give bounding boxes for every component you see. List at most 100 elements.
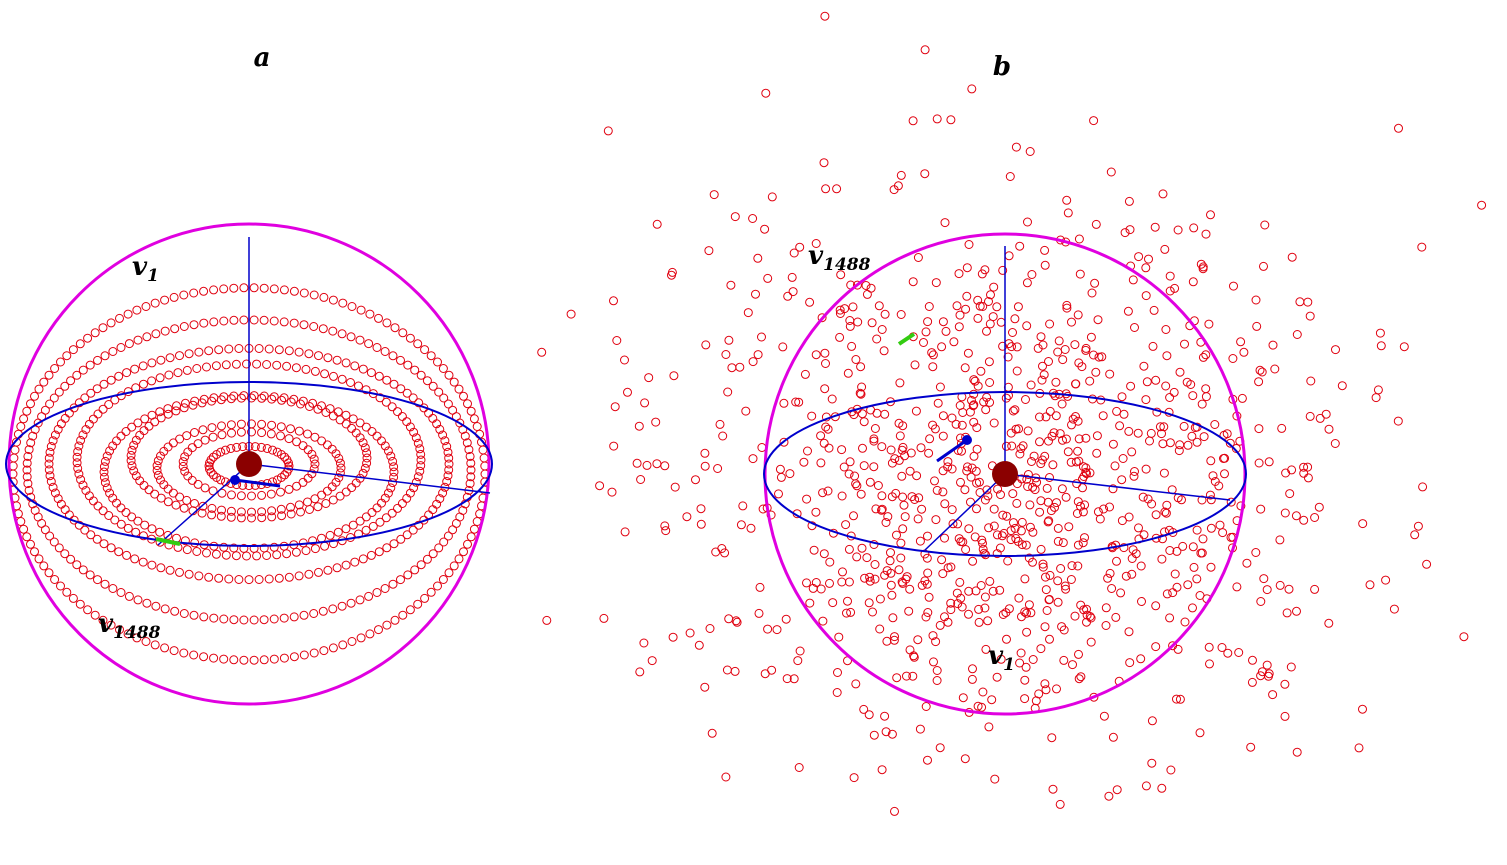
panel-b-point xyxy=(1252,321,1262,331)
panel-b-point xyxy=(783,291,793,301)
panel-a-point xyxy=(239,283,249,293)
panel-b-label: b xyxy=(993,52,1011,82)
panel-b-point xyxy=(717,544,727,553)
panel-b-point xyxy=(1086,332,1096,342)
panel-a-point xyxy=(358,438,368,448)
panel-b-point xyxy=(1067,317,1076,327)
panel-b-point xyxy=(982,485,992,495)
panel-a-point xyxy=(147,524,157,534)
panel-a-point xyxy=(156,493,166,503)
panel-b-point xyxy=(1280,679,1290,689)
panel-b-point xyxy=(1220,469,1229,479)
panel-b-point xyxy=(1259,574,1269,584)
panel-a-point xyxy=(24,445,34,455)
panel-a-point xyxy=(122,368,132,378)
panel-a-point xyxy=(178,461,188,471)
panel-a-point xyxy=(50,364,60,373)
panel-b-point xyxy=(971,586,981,596)
panel-b-point xyxy=(905,466,915,476)
panel-b-point xyxy=(1134,252,1144,262)
panel-b-point xyxy=(795,646,805,656)
panel-a-point xyxy=(22,406,32,416)
panel-a-point xyxy=(442,477,452,486)
panel-a-point xyxy=(130,364,140,374)
panel-b-start-label: v1 xyxy=(988,641,1015,675)
panel-a-point xyxy=(372,431,382,441)
panel-b-point xyxy=(984,297,993,306)
panel-b-point xyxy=(701,340,711,350)
panel-b-point xyxy=(1210,420,1220,429)
panel-a-point xyxy=(129,440,139,450)
panel-b-point xyxy=(1268,690,1278,700)
panel-b-point xyxy=(890,806,899,816)
panel-a-point xyxy=(227,490,236,500)
panel-b-point xyxy=(856,362,866,372)
panel-a-point xyxy=(402,530,412,540)
panel-a-point xyxy=(49,537,59,547)
panel-a-point xyxy=(328,326,338,336)
panel-a-point xyxy=(362,453,372,463)
panel-b-point xyxy=(1331,345,1340,355)
panel-a-point xyxy=(73,447,83,457)
panel-b-point xyxy=(1285,489,1295,499)
panel-a-point xyxy=(54,387,64,397)
panel-a-point xyxy=(44,459,54,469)
panel-a-point xyxy=(286,424,295,434)
panel-a-point xyxy=(403,570,413,580)
panel-b-point xyxy=(886,548,895,558)
panel-a-point xyxy=(460,431,470,441)
panel-a-point xyxy=(347,302,357,311)
panel-b-point xyxy=(793,656,803,666)
panel-a-point xyxy=(151,601,161,611)
panel-a-point xyxy=(328,643,338,653)
panel-a-point xyxy=(413,599,423,609)
panel-a-point xyxy=(126,456,136,466)
panel-a-point xyxy=(100,478,110,488)
panel-a-point xyxy=(131,471,141,481)
panel-a-point xyxy=(338,640,348,650)
panel-a-point xyxy=(335,491,345,501)
panel-b-point xyxy=(788,287,798,297)
panel-b-point xyxy=(916,443,926,453)
panel-b-point xyxy=(848,302,858,312)
panel-b-point xyxy=(696,504,706,514)
panel-a-point xyxy=(341,560,351,570)
panel-a-point xyxy=(309,464,319,474)
panel-b-point xyxy=(1179,421,1189,431)
panel-b-point xyxy=(1045,473,1054,482)
panel-b-point xyxy=(837,445,847,455)
panel-a-point xyxy=(219,284,229,294)
panel-a-point xyxy=(346,598,356,608)
panel-b-point xyxy=(953,599,963,609)
panel-b-point xyxy=(595,481,605,491)
panel-b-point xyxy=(1068,660,1077,670)
panel-a-point xyxy=(232,442,242,452)
panel-b-point xyxy=(775,464,785,474)
panel-b-point xyxy=(668,632,678,642)
panel-a-point xyxy=(150,489,160,499)
panel-b-point xyxy=(1063,391,1073,401)
panel-b-point xyxy=(1418,482,1428,492)
panel-a-point xyxy=(22,458,32,468)
panel-a-point xyxy=(269,542,279,552)
panel-b-point xyxy=(993,484,1003,494)
panel-b-point xyxy=(1057,484,1067,494)
panel-b-point xyxy=(1206,562,1216,572)
panel-a-point xyxy=(416,560,426,570)
panel-b-point xyxy=(1139,361,1149,371)
panel-a-point xyxy=(303,497,312,507)
panel-b-point xyxy=(696,519,706,529)
panel-b-point xyxy=(1136,561,1146,571)
panel-b-point xyxy=(1270,364,1280,374)
panel-a-point xyxy=(257,513,267,523)
panel-b-point xyxy=(805,598,815,608)
panel-b-point xyxy=(882,636,892,646)
panel-a-point xyxy=(388,579,398,589)
panel-a-point xyxy=(211,549,221,559)
panel-b-point xyxy=(1010,314,1020,324)
panel-a-point xyxy=(105,446,115,456)
panel-a-point xyxy=(116,431,126,441)
panel-a-point xyxy=(249,615,259,625)
panel-b-point xyxy=(1134,523,1143,533)
panel-b-point xyxy=(1089,116,1099,126)
